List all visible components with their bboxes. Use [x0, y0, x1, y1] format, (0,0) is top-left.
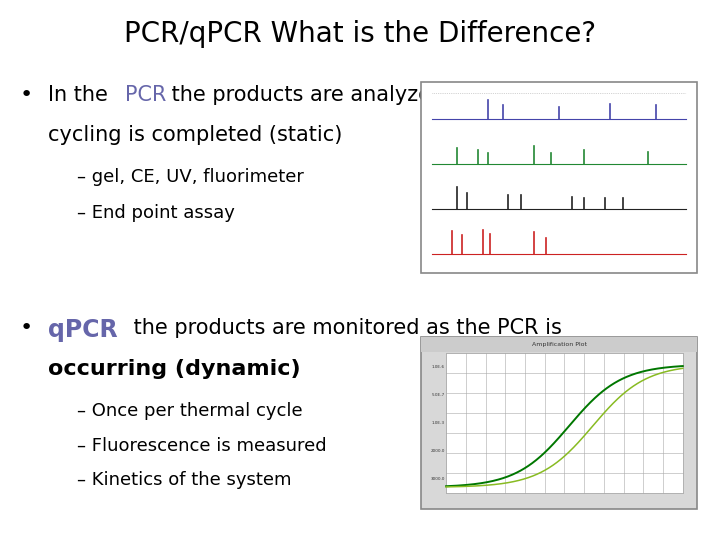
Text: the products are analyzed after the: the products are analyzed after the — [165, 85, 541, 105]
Text: PCR: PCR — [125, 85, 166, 105]
Text: •: • — [19, 319, 32, 339]
Text: – Once per thermal cycle: – Once per thermal cycle — [77, 402, 302, 420]
Text: – Kinetics of the system: – Kinetics of the system — [77, 471, 291, 489]
Text: Amplification Plot: Amplification Plot — [531, 342, 587, 347]
Text: 5.0E-7: 5.0E-7 — [431, 393, 445, 397]
Bar — [446, 353, 683, 493]
Bar — [421, 337, 697, 509]
Text: – gel, CE, UV, fluorimeter: – gel, CE, UV, fluorimeter — [77, 168, 304, 186]
Text: occurring (dynamic): occurring (dynamic) — [48, 359, 301, 379]
Text: – End point assay: – End point assay — [77, 205, 235, 222]
Text: •: • — [19, 85, 32, 105]
Text: cycling is completed (static): cycling is completed (static) — [48, 125, 343, 145]
Text: PCR/qPCR What is the Difference?: PCR/qPCR What is the Difference? — [124, 20, 596, 48]
Text: In the: In the — [48, 85, 114, 105]
Text: 1.0E-3: 1.0E-3 — [431, 421, 445, 425]
Bar — [421, 337, 697, 352]
Bar — [421, 82, 697, 273]
Text: 3000.0: 3000.0 — [431, 477, 445, 481]
Text: – Fluorescence is measured: – Fluorescence is measured — [77, 436, 326, 455]
Text: 1.0E-6: 1.0E-6 — [431, 365, 445, 369]
Text: qPCR: qPCR — [48, 319, 117, 342]
Text: the products are monitored as the PCR is: the products are monitored as the PCR is — [127, 319, 562, 339]
Text: 2000.0: 2000.0 — [431, 449, 445, 453]
